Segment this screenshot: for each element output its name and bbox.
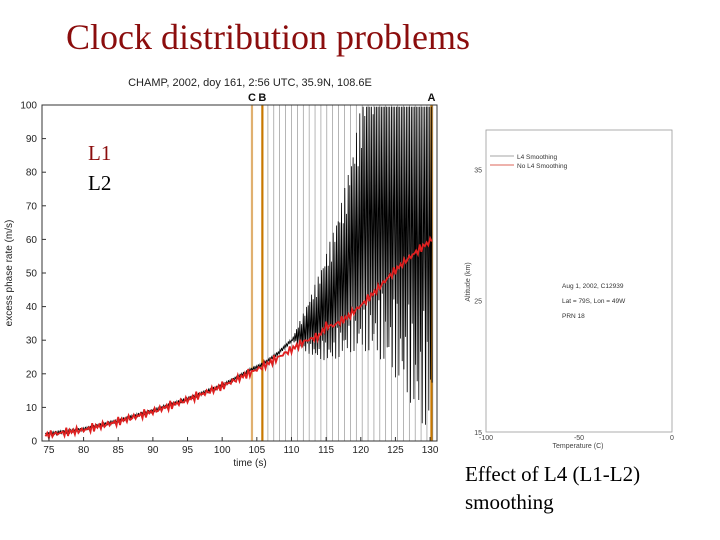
inset-chart-annotation: Aug 1, 2002, C12939 Lat = 79S, Lon = 49W P… (562, 283, 626, 320)
x-tick-label: 130 (422, 445, 439, 456)
inset-chart-axes: -100 -50 0 15 25 35 (474, 129, 674, 442)
inset-legend-label: No L4 Smoothing (517, 163, 568, 170)
inset-annotation-line: Lat = 79S, Lon = 49W (562, 298, 626, 305)
event-marker-label: C (248, 92, 256, 104)
main-chart-title: CHAMP, 2002, doy 161, 2:56 UTC, 35.9N, 1… (128, 77, 372, 89)
inset-annotation-line: Aug 1, 2002, C12939 (562, 283, 624, 290)
slide-title: Clock distribution problems (66, 17, 470, 57)
x-tick-label: 110 (283, 445, 299, 456)
x-tick-label: 95 (182, 445, 194, 456)
y-tick-label: 100 (20, 101, 37, 112)
y-tick-label: 80 (26, 168, 38, 179)
inset-annotation-line: PRN 18 (562, 313, 585, 320)
inset-chart-x-label: Temperature (C) (553, 443, 604, 450)
y-tick-label: 60 (26, 235, 38, 246)
event-marker-label: A (427, 92, 435, 104)
caption: Effect of L4 (L1-L2) smoothing (465, 460, 705, 516)
inset-y-tick-label: 35 (474, 167, 482, 174)
inset-y-tick-label: 25 (474, 299, 482, 306)
y-tick-label: 20 (26, 369, 38, 380)
overlay-l2-label: L2 (88, 171, 111, 195)
x-tick-label: 125 (387, 445, 404, 456)
y-tick-label: 0 (31, 437, 37, 448)
inset-chart-legend: L4 Smoothing No L4 Smoothing (490, 154, 568, 170)
y-tick-label: 10 (26, 403, 38, 414)
y-tick-label: 90 (26, 134, 38, 145)
y-tick-label: 30 (26, 336, 38, 347)
inset-legend-label: L4 Smoothing (517, 154, 557, 161)
x-tick-label: 120 (352, 445, 369, 456)
main-chart-series (44, 106, 433, 442)
inset-x-tick-label: -100 (479, 435, 493, 442)
x-tick-label: 85 (113, 445, 125, 456)
main-chart-axes: 0 10 20 30 40 50 60 70 80 90 100 75 80 85 90 95 100 105 11… (20, 101, 439, 457)
x-tick-label: 115 (318, 445, 334, 456)
y-tick-label: 50 (26, 269, 38, 280)
x-tick-label: 100 (214, 445, 231, 456)
main-chart-x-label: time (s) (233, 458, 266, 469)
caption-line-2: smoothing (465, 490, 554, 514)
event-marker-label: B (258, 92, 266, 104)
inset-chart-frame (485, 129, 673, 433)
x-tick-label: 80 (78, 445, 90, 456)
x-tick-label: 90 (147, 445, 159, 456)
y-tick-label: 40 (26, 302, 38, 313)
x-tick-label: 75 (43, 445, 55, 456)
overlay-l1-label: L1 (88, 141, 111, 165)
inset-y-tick-label: 15 (474, 430, 482, 437)
inset-chart-y-label: Altitude (km) (465, 262, 472, 301)
caption-line-1: Effect of L4 (L1-L2) (465, 462, 641, 486)
inset-x-tick-label: 0 (670, 435, 674, 442)
x-tick-label: 105 (248, 445, 265, 456)
y-tick-label: 70 (26, 201, 38, 212)
main-chart-y-label: excess phase rate (m/s) (4, 220, 15, 327)
inset-x-tick-label: -50 (574, 435, 584, 442)
series-l2-line (44, 235, 433, 442)
